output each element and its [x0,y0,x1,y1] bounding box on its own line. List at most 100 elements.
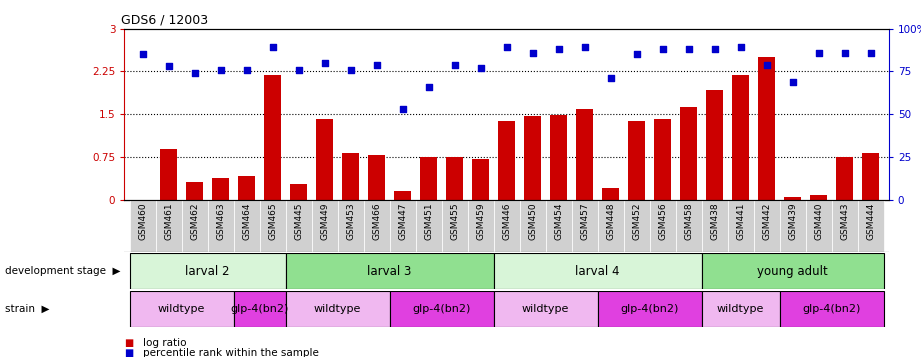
Text: GSM446: GSM446 [502,202,511,240]
Text: development stage  ▶: development stage ▶ [5,266,120,276]
Bar [160,149,177,200]
Text: GSM451: GSM451 [424,202,433,240]
Bar [753,200,779,252]
Text: GSM441: GSM441 [736,202,745,240]
Bar [676,200,702,252]
Point [265,45,280,50]
Bar [550,115,567,200]
Bar [207,200,234,252]
Text: log ratio: log ratio [143,338,186,348]
Text: ■: ■ [124,348,134,357]
Bar [368,155,385,200]
Bar [234,291,286,327]
Text: GSM440: GSM440 [814,202,823,240]
Bar [779,291,883,327]
Point [525,50,540,55]
Point [213,67,227,72]
Text: GSM447: GSM447 [398,202,407,240]
Point [551,46,565,52]
Text: GSM445: GSM445 [294,202,303,240]
Bar [415,200,441,252]
Bar [862,153,879,200]
Text: strain  ▶: strain ▶ [5,304,49,314]
Bar [468,200,494,252]
Point [135,51,150,57]
Bar [654,119,671,200]
Point [682,46,696,52]
Text: glp-4(bn2): glp-4(bn2) [621,304,679,314]
Bar [519,200,545,252]
Bar [624,200,649,252]
Text: glp-4(bn2): glp-4(bn2) [230,304,288,314]
Bar [311,200,337,252]
Text: GSM453: GSM453 [346,202,355,240]
Bar [186,182,203,200]
Bar [702,253,883,289]
Text: GSM449: GSM449 [320,202,329,240]
Bar [337,200,364,252]
Bar [130,200,156,252]
Bar [286,253,494,289]
Bar [234,200,260,252]
Text: GDS6 / 12003: GDS6 / 12003 [121,13,207,26]
Bar [394,191,411,200]
Point [837,50,852,55]
Bar [181,200,207,252]
Text: GSM457: GSM457 [580,202,589,240]
Point [421,84,436,90]
Bar [832,200,857,252]
Point [603,75,618,81]
Text: GSM460: GSM460 [138,202,147,240]
Text: GSM458: GSM458 [684,202,694,240]
Point [291,67,306,72]
Bar [498,121,515,200]
Point [187,70,202,76]
Text: wildtype: wildtype [157,304,205,314]
Bar [264,75,281,200]
Point [344,67,358,72]
Point [733,45,748,50]
Bar [472,159,489,200]
Bar [390,200,415,252]
Text: GSM465: GSM465 [268,202,277,240]
Text: GSM450: GSM450 [528,202,537,240]
Bar [390,291,494,327]
Point [239,67,254,72]
Text: GSM444: GSM444 [866,202,875,240]
Text: GSM461: GSM461 [164,202,173,240]
Bar [494,291,598,327]
Text: GSM456: GSM456 [659,202,667,240]
Text: GSM442: GSM442 [762,202,771,240]
Point [448,62,462,67]
Bar [494,253,702,289]
Bar [602,188,619,200]
Text: wildtype: wildtype [522,304,569,314]
Text: larval 2: larval 2 [185,265,229,278]
Bar [836,157,853,200]
Point [473,65,488,71]
Bar [212,178,229,200]
Bar [545,200,572,252]
Bar [810,195,827,200]
Text: larval 4: larval 4 [576,265,620,278]
Point [655,46,670,52]
Text: GSM438: GSM438 [710,202,719,240]
Point [707,46,722,52]
Bar [342,153,359,200]
Point [759,62,774,67]
Text: GSM459: GSM459 [476,202,485,240]
Point [395,106,410,112]
Bar [577,109,593,200]
Bar [420,157,437,200]
Text: GSM463: GSM463 [216,202,225,240]
Bar [316,119,333,200]
Bar [441,200,468,252]
Text: GSM443: GSM443 [840,202,849,240]
Point [369,62,384,67]
Point [317,60,332,66]
Bar [758,57,775,200]
Bar [706,90,723,200]
Bar [779,200,806,252]
Bar [628,121,645,200]
Bar [732,75,749,200]
